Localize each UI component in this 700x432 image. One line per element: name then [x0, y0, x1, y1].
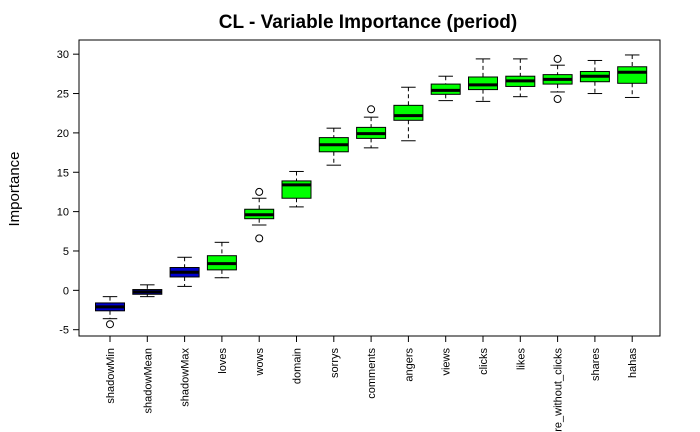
- outlier-point: [367, 105, 376, 114]
- y-tick-label: 25: [57, 89, 69, 101]
- x-tick-label: shadowMax: [180, 348, 192, 407]
- outlier-point: [553, 95, 562, 104]
- plot-area: -5 0 5 10 15 20 25 30 shadowMin shadowMean shadowM…: [57, 39, 661, 432]
- outlier-point: [255, 234, 264, 243]
- x-tick-label: shadowMean: [142, 348, 154, 413]
- y-tick-label: 20: [57, 128, 69, 140]
- y-tick-label: 30: [57, 49, 69, 61]
- outlier-point: [106, 320, 114, 329]
- y-axis-label: Importance: [6, 151, 23, 226]
- x-tick-label: sorrys: [329, 348, 341, 378]
- chart-title: CL - Variable Importance (period): [219, 12, 517, 33]
- box-clicks: [468, 76, 498, 91]
- y-tick-label: 5: [63, 246, 69, 258]
- y-tick-label: 0: [63, 285, 69, 297]
- plot-frame: [78, 39, 661, 337]
- x-tick-label: share_without_clicks: [553, 348, 565, 432]
- box-angers: [393, 104, 424, 121]
- x-tick-label: loves: [217, 348, 229, 374]
- x-tick-label: clicks: [478, 348, 490, 375]
- x-tick-label: comments: [366, 348, 378, 399]
- x-tick-label: wows: [254, 348, 266, 377]
- x-tick-label: hahas: [627, 348, 639, 378]
- y-tick-label: 10: [57, 207, 69, 219]
- x-tick-label: views: [441, 348, 453, 376]
- x-tick-label: likes: [515, 348, 527, 371]
- x-tick-label: angers: [403, 348, 415, 382]
- y-tick-label: -5: [59, 325, 69, 337]
- box-hahas: [617, 66, 648, 84]
- outlier-point: [255, 187, 264, 196]
- x-tick-label: shadowMin: [105, 348, 117, 404]
- x-tick-label: domain: [292, 348, 304, 384]
- outlier-point: [553, 54, 562, 63]
- y-tick-label: 15: [57, 167, 69, 179]
- x-tick-label: shares: [590, 348, 602, 382]
